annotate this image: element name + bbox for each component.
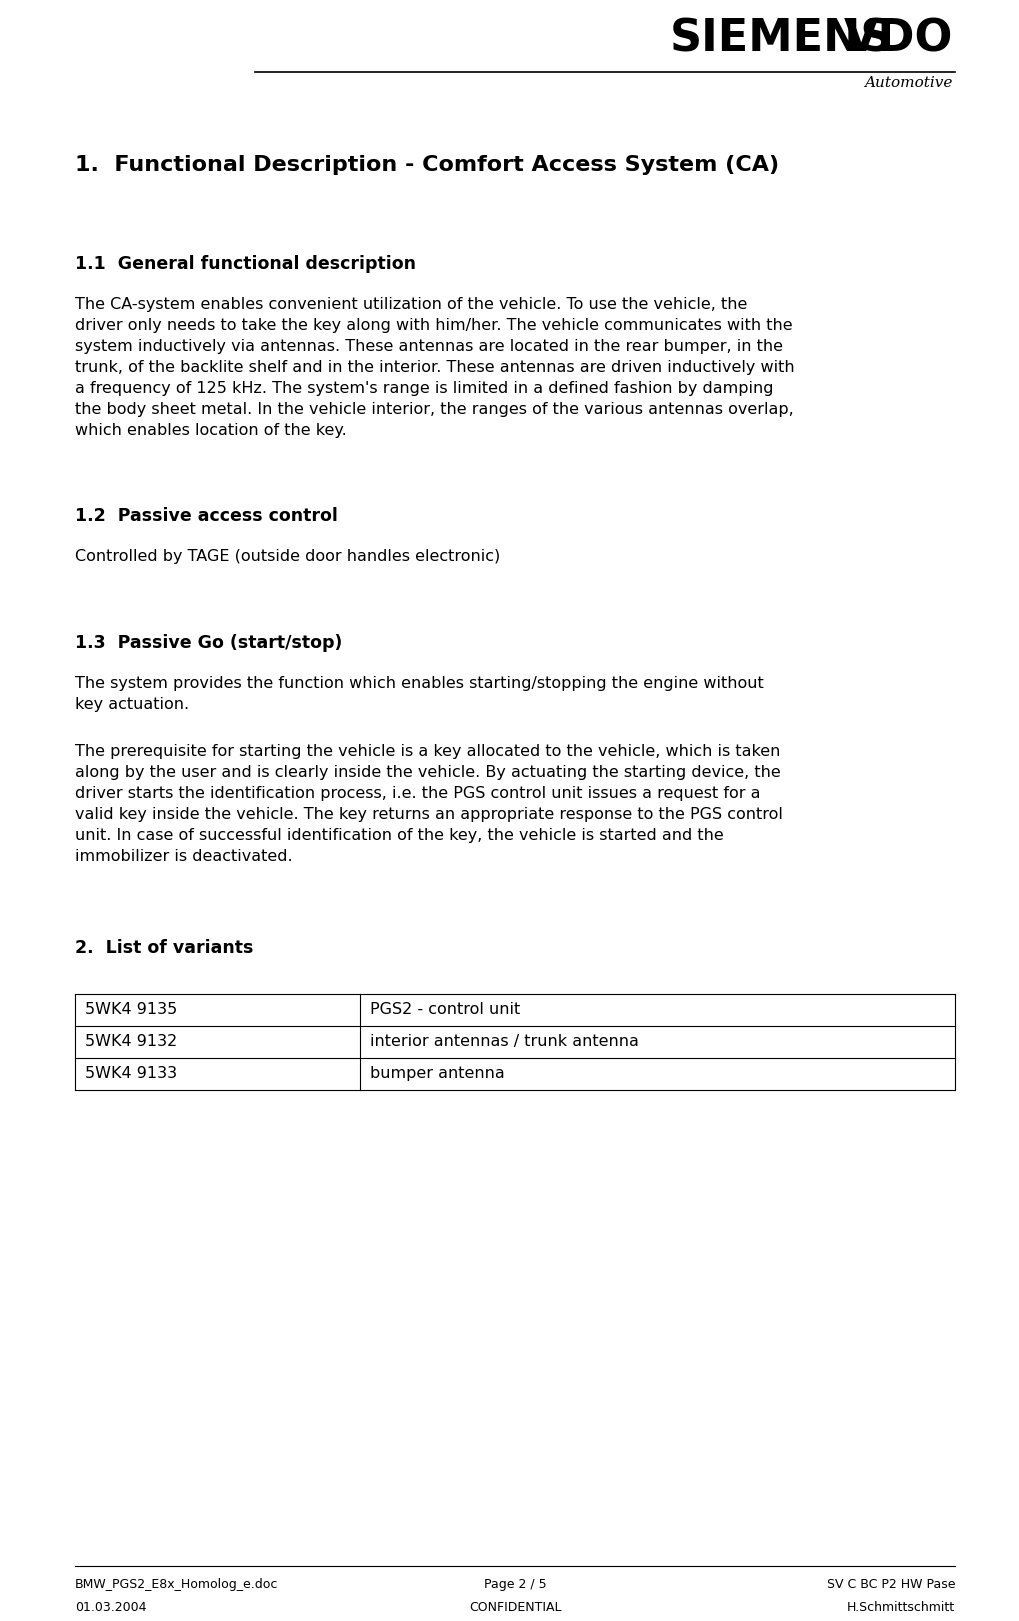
- Text: 5WK4 9133: 5WK4 9133: [85, 1067, 177, 1081]
- Text: Controlled by TAGE (outside door handles electronic): Controlled by TAGE (outside door handles…: [75, 550, 500, 564]
- Text: H.Schmittschmitt: H.Schmittschmitt: [847, 1602, 955, 1615]
- Text: SIEMENS: SIEMENS: [671, 18, 894, 62]
- Text: 1.3  Passive Go (start/stop): 1.3 Passive Go (start/stop): [75, 634, 342, 652]
- Text: 5WK4 9132: 5WK4 9132: [85, 1034, 177, 1049]
- Text: interior antennas / trunk antenna: interior antennas / trunk antenna: [370, 1034, 639, 1049]
- Text: 5WK4 9135: 5WK4 9135: [85, 1002, 177, 1016]
- Text: 1.1  General functional description: 1.1 General functional description: [75, 254, 416, 272]
- Text: SV C BC P2 HW Pase: SV C BC P2 HW Pase: [826, 1577, 955, 1590]
- Text: 1.  Functional Description - Comfort Access System (CA): 1. Functional Description - Comfort Acce…: [75, 156, 780, 175]
- Text: 01.03.2004: 01.03.2004: [75, 1602, 147, 1615]
- Text: The CA-system enables convenient utilization of the vehicle. To use the vehicle,: The CA-system enables convenient utiliza…: [75, 297, 795, 438]
- Text: The prerequisite for starting the vehicle is a key allocated to the vehicle, whi: The prerequisite for starting the vehicl…: [75, 744, 783, 864]
- Text: CONFIDENTIAL: CONFIDENTIAL: [469, 1602, 561, 1615]
- Text: bumper antenna: bumper antenna: [370, 1067, 504, 1081]
- Text: Automotive: Automotive: [865, 76, 953, 91]
- Text: PGS2 - control unit: PGS2 - control unit: [370, 1002, 521, 1016]
- Text: VDO: VDO: [844, 18, 953, 62]
- Text: The system provides the function which enables starting/stopping the engine with: The system provides the function which e…: [75, 676, 764, 712]
- Text: 2.  List of variants: 2. List of variants: [75, 939, 254, 956]
- Text: BMW_PGS2_E8x_Homolog_e.doc: BMW_PGS2_E8x_Homolog_e.doc: [75, 1577, 278, 1590]
- Text: 1.2  Passive access control: 1.2 Passive access control: [75, 507, 338, 525]
- Text: Page 2 / 5: Page 2 / 5: [484, 1577, 546, 1590]
